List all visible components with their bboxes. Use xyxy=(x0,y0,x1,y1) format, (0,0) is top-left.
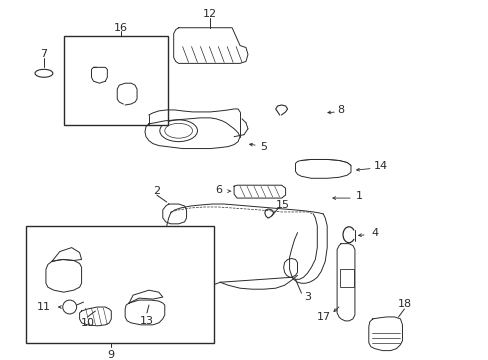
Bar xyxy=(339,269,353,287)
Text: 18: 18 xyxy=(397,299,411,309)
Text: 12: 12 xyxy=(203,9,217,19)
Bar xyxy=(26,226,214,343)
Text: 6: 6 xyxy=(214,185,221,195)
Text: 15: 15 xyxy=(275,200,289,210)
Text: 16: 16 xyxy=(114,23,128,33)
Text: 8: 8 xyxy=(337,105,344,115)
Text: 11: 11 xyxy=(37,302,51,312)
Text: 3: 3 xyxy=(303,292,310,302)
Text: 4: 4 xyxy=(370,228,378,238)
Text: 14: 14 xyxy=(373,161,387,171)
Text: 1: 1 xyxy=(355,191,362,201)
Text: 2: 2 xyxy=(153,186,160,196)
Text: 17: 17 xyxy=(317,312,330,322)
Text: 5: 5 xyxy=(260,141,267,152)
Text: 13: 13 xyxy=(140,316,154,326)
Text: 7: 7 xyxy=(41,49,47,59)
Bar xyxy=(63,36,167,125)
Text: 9: 9 xyxy=(107,350,115,360)
Text: 10: 10 xyxy=(81,318,94,328)
